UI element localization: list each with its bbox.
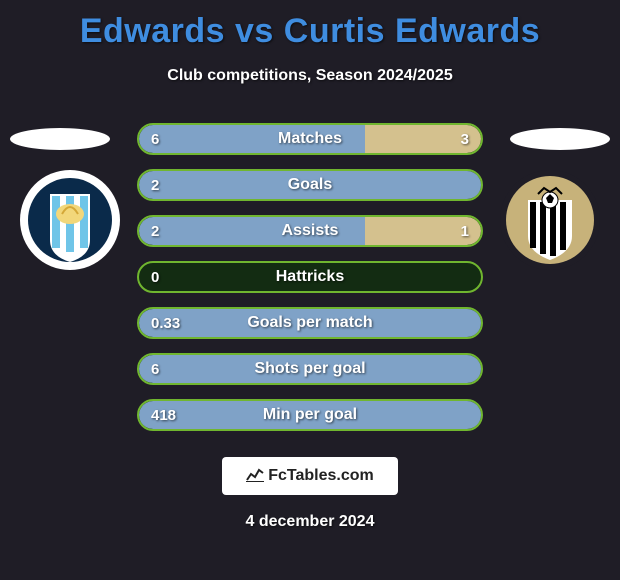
club-badge-right (500, 170, 600, 270)
footer-date: 4 december 2024 (0, 513, 620, 531)
stat-row: 0.33Goals per match (137, 307, 483, 339)
stat-row: 0Hattricks (137, 261, 483, 293)
stat-row: 21Assists (137, 215, 483, 247)
chart-icon (246, 468, 264, 485)
stat-row: 6Shots per goal (137, 353, 483, 385)
stat-label: Goals (139, 171, 481, 199)
stat-label: Shots per goal (139, 355, 481, 383)
stat-label: Min per goal (139, 401, 481, 429)
site-logo[interactable]: FcTables.com (222, 457, 398, 495)
player-disc-right (510, 128, 610, 150)
comparison-card: Edwards vs Curtis Edwards Club competiti… (0, 0, 620, 580)
stat-row: 63Matches (137, 123, 483, 155)
stat-label: Assists (139, 217, 481, 245)
club-crest-right-icon (500, 170, 600, 270)
title: Edwards vs Curtis Edwards (0, 12, 620, 51)
site-name: FcTables.com (268, 467, 374, 485)
stats-list: 63Matches 2Goals 21Assists 0Hattricks 0.33Go… (137, 123, 483, 431)
player-disc-left (10, 128, 110, 150)
stat-row: 2Goals (137, 169, 483, 201)
stat-label: Hattricks (139, 263, 481, 291)
subtitle: Club competitions, Season 2024/2025 (0, 67, 620, 85)
stat-label: Goals per match (139, 309, 481, 337)
club-crest-left-icon (20, 170, 120, 270)
club-badge-left (20, 170, 120, 270)
stat-row: 418Min per goal (137, 399, 483, 431)
stat-label: Matches (139, 125, 481, 153)
